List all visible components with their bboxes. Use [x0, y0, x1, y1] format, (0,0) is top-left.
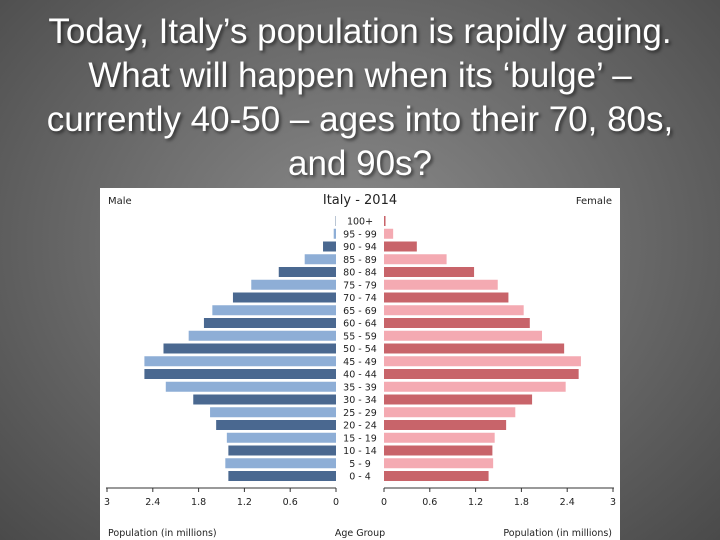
male-tick-label: 3 — [104, 497, 110, 508]
male-bar — [188, 330, 336, 341]
female-bar — [384, 216, 386, 226]
male-tick-label: 2.4 — [145, 497, 160, 508]
male-bar — [226, 432, 336, 443]
male-tick-label: 0.6 — [283, 497, 298, 508]
age-group-tick: 10 - 14 — [343, 446, 377, 457]
male-bar — [304, 254, 336, 265]
female-tick-label: 1.8 — [514, 497, 529, 508]
chart-svg: Male Italy - 2014 Female 100+95 - 99 90 -… — [104, 193, 616, 539]
male-bar — [228, 445, 336, 456]
female-bar — [384, 407, 516, 418]
male-bar — [144, 369, 336, 379]
female-bar — [384, 356, 581, 367]
female-bar — [384, 445, 493, 456]
female-bar — [384, 369, 579, 379]
chart-title: Italy - 2014 — [323, 193, 397, 208]
male-bar — [163, 343, 336, 354]
female-header: Female — [576, 196, 612, 207]
age-group-tick: 85 - 89 — [343, 255, 377, 266]
age-group-tick: 15 - 19 — [343, 433, 377, 444]
slide-title: Today, Italy’s population is rapidly agi… — [46, 12, 674, 183]
age-group-tick: 25 - 29 — [343, 408, 377, 419]
female-bar — [384, 432, 495, 443]
female-bar — [384, 343, 565, 354]
age-group-tick: 20 - 24 — [343, 421, 377, 432]
male-bar — [210, 407, 336, 418]
male-tick-label: 1.2 — [237, 497, 252, 508]
age-group-tick: 35 - 39 — [343, 382, 377, 393]
male-bar — [165, 381, 336, 392]
female-tick-label: 3 — [610, 497, 616, 508]
axes-group: 3 2.4 1.8 1.2 0.6 0 0 0.6 1.2 1.8 2.4 3 — [104, 487, 616, 508]
female-tick-label: 0 — [381, 497, 387, 508]
age-group-tick: 30 - 34 — [343, 395, 377, 406]
age-group-tick: 55 - 59 — [343, 331, 377, 342]
female-tick-label: 2.4 — [560, 497, 575, 508]
female-bar — [384, 292, 509, 303]
age-group-tick: 70 - 74 — [343, 293, 377, 304]
female-bar — [384, 394, 533, 405]
female-bar — [384, 381, 566, 392]
male-header: Male — [108, 196, 132, 207]
female-bar — [384, 267, 475, 277]
female-bar — [384, 241, 417, 252]
age-group-tick: 90 - 94 — [343, 242, 377, 253]
female-bar — [384, 471, 489, 481]
female-tick-label: 0.6 — [422, 497, 437, 508]
female-bar — [384, 458, 494, 469]
female-bar — [384, 318, 530, 328]
male-bar — [228, 471, 336, 481]
population-pyramid-chart: Male Italy - 2014 Female 100+ 95 - 99 90 -… — [100, 188, 620, 540]
age-group-tick: 45 - 49 — [343, 357, 377, 368]
male-bar — [225, 458, 336, 469]
female-bar — [384, 305, 524, 316]
female-bar — [384, 228, 394, 239]
male-bar — [333, 228, 336, 239]
male-bar — [251, 279, 336, 290]
age-group-tick: 95 - 99 — [343, 229, 377, 240]
female-bar — [384, 254, 447, 265]
age-group-tick: 100+ — [347, 217, 373, 228]
female-tick-label: 1.2 — [468, 497, 483, 508]
age-group-tick: 5 - 9 — [349, 459, 371, 470]
female-bar — [384, 279, 498, 290]
male-bar — [144, 356, 336, 367]
male-tick-label: 0 — [333, 497, 339, 508]
male-bar — [278, 267, 336, 277]
female-bar — [384, 330, 543, 341]
male-bar — [212, 305, 336, 316]
male-axis-label: Population (in millions) — [108, 528, 217, 539]
female-bar — [384, 420, 507, 430]
male-bar — [232, 292, 336, 303]
age-group-tick: 40 - 44 — [343, 370, 377, 381]
age-group-tick: 65 - 69 — [343, 306, 377, 317]
male-bar — [203, 318, 336, 328]
age-group-label: Age Group — [335, 528, 385, 539]
age-group-tick: 60 - 64 — [343, 319, 377, 330]
age-group-tick: 50 - 54 — [343, 344, 377, 355]
male-bar — [193, 394, 336, 405]
female-axis-label: Population (in millions) — [503, 528, 612, 539]
age-group-tick: 80 - 84 — [343, 268, 377, 279]
male-bar — [323, 241, 336, 252]
male-bar — [216, 420, 336, 430]
male-tick-label: 1.8 — [191, 497, 206, 508]
age-group-tick: 75 - 79 — [343, 280, 377, 291]
age-group-tick: 0 - 4 — [349, 472, 371, 483]
bars-group — [144, 216, 581, 481]
